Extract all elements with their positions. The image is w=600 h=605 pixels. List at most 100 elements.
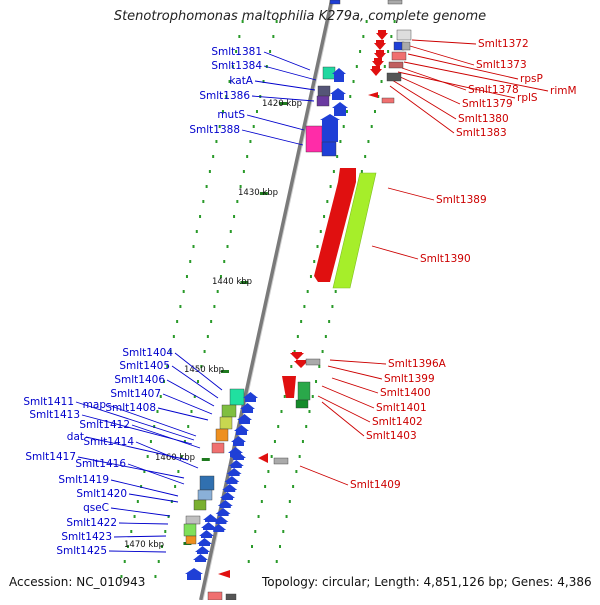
track-dot — [290, 365, 293, 368]
forward-gene-arrow — [199, 530, 214, 538]
track-dot — [177, 470, 180, 473]
track-dot — [120, 575, 123, 578]
gene-smlt1412-feature — [211, 442, 225, 454]
gene-kata-feature — [317, 85, 331, 97]
track-dot — [213, 305, 216, 308]
track-dot — [272, 35, 275, 38]
track-dot — [267, 470, 270, 473]
left-gene-label: Smlt1388 — [189, 124, 240, 136]
track-dot — [373, 110, 376, 113]
scale-tick — [279, 102, 288, 105]
right-gene-label: rpsP — [520, 73, 543, 85]
track-dot — [273, 440, 276, 443]
track-dot — [300, 320, 303, 323]
right-label-leader — [397, 75, 461, 105]
track-dot — [329, 185, 332, 188]
track-dot — [288, 500, 291, 503]
track-dot — [360, 170, 363, 173]
track-dot — [336, 155, 339, 158]
right-label-leader — [411, 39, 477, 45]
track-dot — [334, 290, 337, 293]
track-dot — [308, 410, 311, 413]
forward-gene-block — [329, 0, 341, 5]
left-gene-label: Smlt1384 — [211, 60, 262, 72]
right-label-leader — [409, 45, 475, 66]
track-dot — [249, 140, 252, 143]
forward-gene-arrow — [220, 492, 235, 500]
left-gene-label: Smlt1414 — [83, 436, 134, 448]
scale-tick — [220, 370, 229, 373]
left-gene-label: Smlt1423 — [61, 531, 112, 543]
track-dot — [212, 155, 215, 158]
left-label-leader — [263, 51, 311, 71]
gene-smlt1404-feature — [229, 388, 245, 406]
track-dot — [279, 545, 282, 548]
track-dot — [309, 275, 312, 278]
track-dot — [159, 395, 162, 398]
track-dot — [185, 275, 188, 278]
left-gene-label: map — [83, 399, 107, 411]
gene-smlt1409-feature — [273, 457, 289, 465]
left-gene-label: Smlt1420 — [76, 488, 127, 500]
forward-gene-block — [321, 141, 337, 157]
forward-gene-arrow — [201, 522, 216, 530]
right-gene-label: rplS — [517, 92, 538, 104]
scale-tick — [240, 281, 249, 284]
track-dot — [364, 155, 367, 158]
left-gene-label: Smlt1408 — [105, 402, 156, 414]
track-dot — [349, 95, 352, 98]
track-dot — [313, 260, 316, 263]
reverse-gene-arrow — [372, 58, 384, 68]
gene-smlt1422-feature — [183, 523, 197, 537]
forward-gene-arrow — [234, 425, 249, 435]
track-dot — [233, 215, 236, 218]
track-dot — [380, 80, 383, 83]
track-dot — [282, 530, 285, 533]
track-dot — [149, 440, 152, 443]
forward-gene-arrow — [226, 468, 242, 476]
left-label-leader — [128, 493, 179, 503]
left-gene-label: Smlt1406 — [114, 374, 165, 386]
left-label-leader — [251, 95, 315, 102]
track-dot — [221, 110, 224, 113]
left-gene-label: katA — [229, 75, 253, 87]
left-label-leader — [113, 535, 167, 538]
scale-label: 1470 kbp — [124, 540, 164, 550]
right-label-leader — [331, 377, 379, 394]
left-label-leader — [110, 507, 171, 517]
track-dot — [252, 125, 255, 128]
track-dot — [226, 245, 229, 248]
track-dot — [231, 65, 234, 68]
track-dot — [321, 350, 324, 353]
left-label-leader — [171, 365, 219, 399]
track-dot — [377, 95, 380, 98]
track-dot — [166, 365, 169, 368]
left-label-leader — [174, 352, 223, 391]
scale-label: 1450 kbp — [184, 365, 224, 375]
reverse-gene-arrow — [258, 453, 268, 463]
track-dot — [303, 305, 306, 308]
track-dot — [365, 20, 368, 23]
track-dot — [127, 545, 130, 548]
track-dot — [339, 140, 342, 143]
track-dot — [301, 440, 304, 443]
track-dot — [367, 140, 370, 143]
track-dot — [182, 290, 185, 293]
track-dot — [223, 260, 226, 263]
track-dot — [123, 560, 126, 563]
scale-tick — [201, 458, 210, 461]
gene-smlt1402-feature — [295, 399, 309, 409]
track-dot — [143, 470, 146, 473]
left-label-leader — [108, 550, 167, 553]
forward-gene-arrow — [222, 484, 238, 492]
left-label-leader — [254, 80, 316, 91]
left-gene-label: Smlt1417 — [25, 451, 76, 463]
right-gene-label: Smlt1409 — [350, 479, 401, 491]
track-dot — [383, 65, 386, 68]
reverse-gene-arrow — [368, 92, 378, 98]
right-gene-label: Smlt1383 — [456, 127, 507, 139]
left-gene-label: Smlt1412 — [79, 419, 130, 431]
left-label-leader — [75, 401, 195, 441]
gene-smlt1425-feature — [185, 568, 203, 580]
